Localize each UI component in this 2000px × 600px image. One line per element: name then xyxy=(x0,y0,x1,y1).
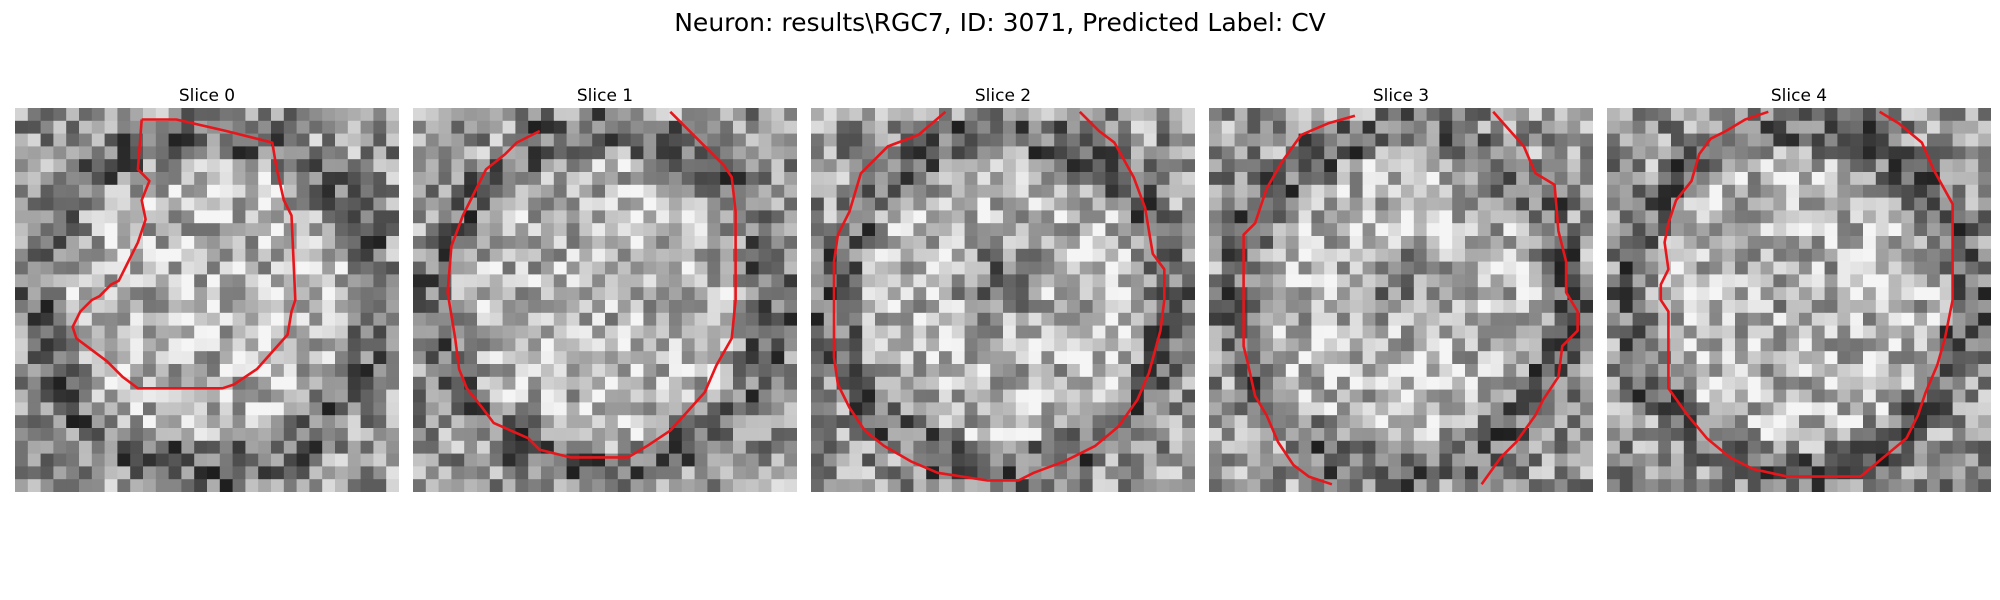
segmentation-contour xyxy=(1480,110,1579,486)
segmentation-contour xyxy=(446,110,737,459)
slice-title: Slice 2 xyxy=(974,86,1032,106)
pixel-grid xyxy=(15,108,399,492)
slice-title: Slice 3 xyxy=(1372,86,1430,106)
slice-panel-2: Slice 2 xyxy=(811,86,1195,492)
slice-image-2 xyxy=(811,108,1195,492)
slice-panel-0: Slice 0 xyxy=(15,86,399,492)
slice-image-0 xyxy=(15,108,399,492)
slice-title: Slice 0 xyxy=(178,86,236,106)
slice-image-3 xyxy=(1209,108,1593,492)
slice-image-4 xyxy=(1607,108,1991,492)
segmentation-contour xyxy=(1242,114,1356,486)
segmentation-contour xyxy=(1659,110,1954,478)
pixel-grid xyxy=(1607,108,1991,492)
pixel-grid xyxy=(413,108,797,492)
segmentation-contour xyxy=(832,110,1166,482)
slice-image-1 xyxy=(413,108,797,492)
pixel-grid xyxy=(811,108,1195,492)
slice-panel-1: Slice 1 xyxy=(413,86,797,492)
slice-title: Slice 4 xyxy=(1770,86,1828,106)
slice-panel-3: Slice 3 xyxy=(1209,86,1593,492)
figure-title: Neuron: results\RGC7, ID: 3071, Predicte… xyxy=(674,8,1326,37)
pixel-grid xyxy=(1209,108,1593,492)
segmentation-contour xyxy=(71,118,297,390)
slice-title: Slice 1 xyxy=(576,86,634,106)
slice-panel-4: Slice 4 xyxy=(1607,86,1991,492)
